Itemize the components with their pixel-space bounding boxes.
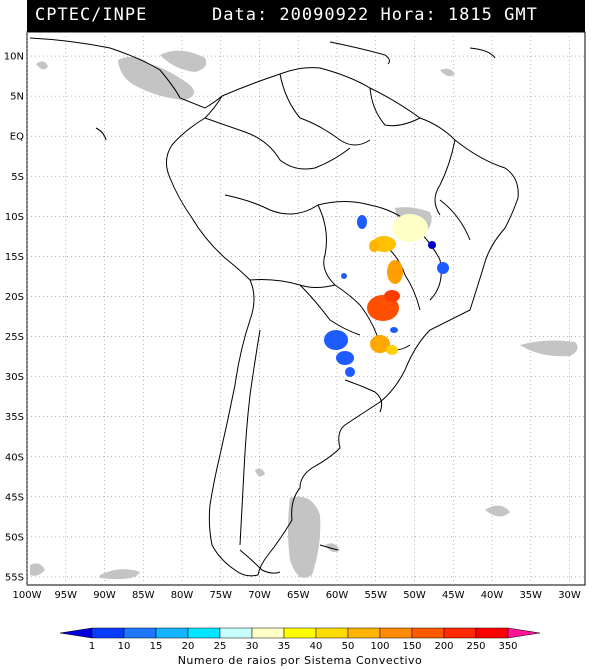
lat-label: 55S: [5, 572, 24, 583]
legend-swatch: [315, 627, 349, 639]
lon-label: 35W: [519, 590, 542, 601]
legend-swatch: [155, 627, 189, 639]
lat-label: 35S: [5, 412, 24, 423]
legend-label: 10: [118, 641, 131, 652]
lon-label: 70W: [248, 590, 271, 601]
lon-label: 95W: [54, 590, 77, 601]
lon-label: 65W: [287, 590, 310, 601]
lon-label: 45W: [442, 590, 465, 601]
legend-swatch: [187, 627, 221, 639]
lat-label: 30S: [5, 372, 24, 383]
lon-label: 75W: [209, 590, 232, 601]
legend-swatch: [507, 627, 541, 639]
legend-label: 35: [278, 641, 291, 652]
legend-swatch: [379, 627, 413, 639]
header-source: CPTEC/INPE: [35, 5, 148, 25]
lon-label: 90W: [93, 590, 116, 601]
legend-swatch: [123, 627, 157, 639]
legend-label: 200: [434, 641, 453, 652]
lon-label: 80W: [171, 590, 194, 601]
lon-label: 60W: [326, 590, 349, 601]
lat-label: 10N: [4, 52, 24, 63]
lon-label: 30W: [558, 590, 581, 601]
convective-clusters: [324, 214, 449, 377]
lat-label: 10S: [5, 212, 24, 223]
legend-label: 25: [214, 641, 227, 652]
legend-swatch: [347, 627, 381, 639]
legend-label: 40: [310, 641, 323, 652]
lat-label: 45S: [5, 492, 24, 503]
legend-label: 100: [370, 641, 389, 652]
latitude-labels: 10N 5N EQ 5S 10S 15S 20S 25S 30S 35S 40S 45S 50S 55S: [4, 52, 24, 584]
lon-label: 55W: [364, 590, 387, 601]
legend-swatch: [251, 627, 285, 639]
lon-label: 85W: [132, 590, 155, 601]
lat-label: 40S: [5, 452, 24, 463]
legend-title: Numero de raios por Sistema Convectivo: [177, 654, 423, 667]
color-legend: 1 10 15 20 25 30 35 40 50 100 150 200 250 350: [59, 627, 541, 652]
legend-swatch: [219, 627, 253, 639]
legend-label: 30: [246, 641, 259, 652]
lon-label: 50W: [403, 590, 426, 601]
coastlines: [29, 37, 519, 577]
legend-label: 20: [182, 641, 195, 652]
graticule: [26, 32, 585, 585]
lat-label: 20S: [5, 292, 24, 303]
legend-swatch: [91, 627, 125, 639]
lon-label: 40W: [481, 590, 504, 601]
legend-swatch: [283, 627, 317, 639]
legend-swatch: [475, 627, 509, 639]
legend-label: 250: [466, 641, 485, 652]
legend-label: 50: [342, 641, 355, 652]
lat-label: 50S: [5, 532, 24, 543]
legend-swatch: [59, 627, 93, 639]
lat-label: 25S: [5, 332, 24, 343]
lat-label: EQ: [10, 132, 24, 143]
lat-label: 15S: [5, 252, 24, 263]
map-header: CPTEC/INPE Data: 20090922 Hora: 1815 GMT: [27, 0, 585, 32]
legend-label: 150: [402, 641, 421, 652]
legend-label: 1: [89, 641, 95, 652]
lat-label: 5S: [11, 172, 24, 183]
legend-label: 15: [150, 641, 163, 652]
lon-label: 100W: [13, 590, 42, 601]
legend-label: 350: [498, 641, 517, 652]
longitude-labels: 100W 95W 90W 85W 80W 75W 70W 65W 60W 55W 50W 45W 40W…: [13, 590, 581, 601]
legend-swatch: [411, 627, 445, 639]
lat-label: 5N: [10, 92, 24, 103]
legend-swatch: [443, 627, 477, 639]
header-datetime: Data: 20090922 Hora: 1815 GMT: [212, 5, 538, 25]
